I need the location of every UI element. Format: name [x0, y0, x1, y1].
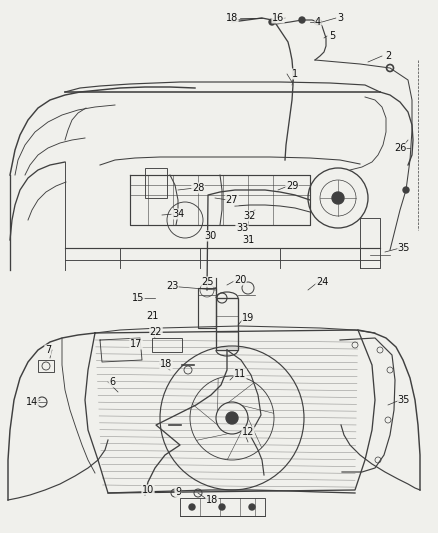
- Text: 10: 10: [142, 485, 154, 495]
- Bar: [38, 360, 54, 372]
- Text: 29: 29: [286, 181, 298, 191]
- Text: 27: 27: [226, 195, 238, 205]
- Text: 15: 15: [132, 293, 144, 303]
- Text: 7: 7: [45, 345, 51, 355]
- Text: 18: 18: [226, 13, 238, 23]
- Text: 1: 1: [292, 69, 298, 79]
- Text: 34: 34: [172, 209, 184, 219]
- Text: 33: 33: [236, 223, 248, 233]
- Text: 32: 32: [244, 211, 256, 221]
- Text: 4: 4: [315, 17, 321, 27]
- Circle shape: [226, 412, 238, 424]
- Text: 35: 35: [398, 395, 410, 405]
- Circle shape: [249, 504, 255, 510]
- Circle shape: [269, 19, 275, 25]
- Circle shape: [403, 187, 409, 193]
- Text: 14: 14: [26, 397, 38, 407]
- Text: 19: 19: [242, 313, 254, 323]
- Text: 35: 35: [398, 243, 410, 253]
- Text: 17: 17: [130, 339, 142, 349]
- Text: 26: 26: [394, 143, 406, 153]
- Text: 9: 9: [175, 487, 181, 497]
- Circle shape: [299, 17, 305, 23]
- Text: 31: 31: [242, 235, 254, 245]
- Text: 20: 20: [234, 275, 246, 285]
- Text: 5: 5: [329, 31, 335, 41]
- Circle shape: [219, 504, 225, 510]
- Bar: [180, 498, 265, 516]
- Circle shape: [332, 192, 344, 204]
- Text: 18: 18: [206, 495, 218, 505]
- Bar: [198, 288, 216, 328]
- Text: 30: 30: [204, 231, 216, 241]
- Text: 16: 16: [272, 13, 284, 23]
- Text: 12: 12: [242, 427, 254, 437]
- Text: 23: 23: [166, 281, 178, 291]
- Text: 11: 11: [234, 369, 246, 379]
- Text: 25: 25: [202, 277, 214, 287]
- Bar: [145, 168, 167, 198]
- Bar: [152, 338, 182, 352]
- Bar: [216, 298, 238, 350]
- Text: 18: 18: [160, 359, 172, 369]
- Circle shape: [315, 19, 321, 25]
- Text: 2: 2: [385, 51, 391, 61]
- Text: 6: 6: [109, 377, 115, 387]
- Text: 24: 24: [316, 277, 328, 287]
- Circle shape: [189, 504, 195, 510]
- Text: 28: 28: [192, 183, 204, 193]
- Text: 21: 21: [146, 311, 158, 321]
- Text: 3: 3: [337, 13, 343, 23]
- Text: 22: 22: [150, 327, 162, 337]
